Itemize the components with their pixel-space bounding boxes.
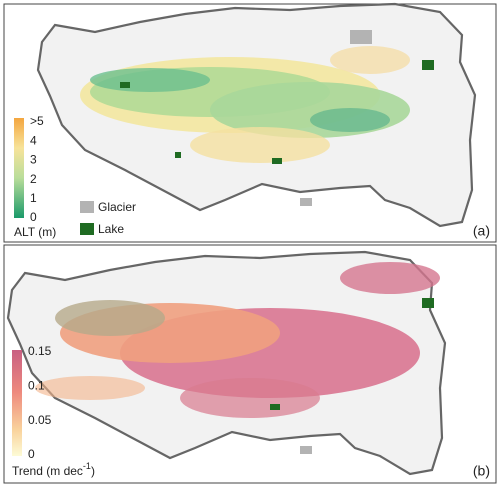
panel-a: >5 4 3 2 1 0 Glacier Lake ALT (m) (a) — [3, 2, 497, 243]
colorbar-tick-label: 2 — [30, 172, 37, 186]
colorbar-tick-label: 0.15 — [28, 344, 52, 358]
legend-swatch — [80, 201, 94, 213]
colorbar — [12, 350, 22, 456]
alt-field — [80, 30, 434, 206]
colorbar-ticks: >5 4 3 2 1 0 — [30, 114, 44, 224]
colorbar-tick-label: 4 — [30, 133, 37, 147]
colorbar-tick-label: >5 — [30, 114, 44, 128]
colorbar-ticks: 0.15 0.1 0.05 0 — [28, 344, 52, 461]
legend-label: Lake — [98, 222, 124, 236]
colorbar-tick-label: 1 — [30, 191, 37, 205]
legend-swatch — [80, 223, 94, 235]
trend-field — [35, 262, 440, 454]
colorbar-tick-label: 0.1 — [28, 379, 45, 393]
colorbar-tick-label: 0 — [30, 210, 37, 224]
colorbar-tick-label: 3 — [30, 153, 37, 167]
colorbar — [14, 118, 24, 218]
colorbar-tick-label: 0 — [28, 447, 35, 461]
colorbar-label: ALT (m) — [14, 225, 56, 239]
colorbar-tick-label: 0.05 — [28, 413, 52, 427]
panel-frame — [3, 244, 497, 484]
legend-label: Glacier — [98, 200, 136, 214]
colorbar-label: Trend (m dec-1) — [12, 461, 95, 478]
panel-tag: (a) — [473, 223, 490, 239]
panel-tag: (b) — [473, 463, 490, 479]
panel-b: 0.15 0.1 0.05 0 Trend (m dec-1) (b) — [3, 244, 497, 484]
panel-frame — [3, 3, 497, 243]
